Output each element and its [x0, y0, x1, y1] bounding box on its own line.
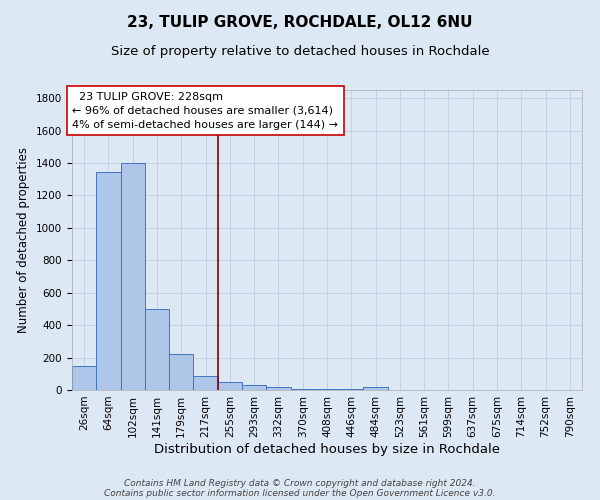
Bar — [290, 389, 315, 390]
Y-axis label: Number of detached properties: Number of detached properties — [17, 147, 31, 333]
Text: Size of property relative to detached houses in Rochdale: Size of property relative to detached ho… — [110, 45, 490, 58]
Text: 23, TULIP GROVE, ROCHDALE, OL12 6NU: 23, TULIP GROVE, ROCHDALE, OL12 6NU — [127, 15, 473, 30]
Bar — [193, 376, 218, 390]
Bar — [339, 389, 364, 390]
Text: 23 TULIP GROVE: 228sqm
← 96% of detached houses are smaller (3,614)
4% of semi-d: 23 TULIP GROVE: 228sqm ← 96% of detached… — [73, 92, 338, 130]
Bar — [72, 366, 96, 390]
Bar — [145, 309, 169, 390]
Bar — [315, 389, 339, 390]
Bar — [96, 172, 121, 390]
Bar — [266, 387, 290, 390]
X-axis label: Distribution of detached houses by size in Rochdale: Distribution of detached houses by size … — [154, 442, 500, 456]
Bar — [121, 163, 145, 390]
Bar — [242, 385, 266, 390]
Bar — [218, 382, 242, 390]
Bar — [364, 387, 388, 390]
Bar — [169, 354, 193, 390]
Text: Contains public sector information licensed under the Open Government Licence v3: Contains public sector information licen… — [104, 488, 496, 498]
Text: Contains HM Land Registry data © Crown copyright and database right 2024.: Contains HM Land Registry data © Crown c… — [124, 478, 476, 488]
